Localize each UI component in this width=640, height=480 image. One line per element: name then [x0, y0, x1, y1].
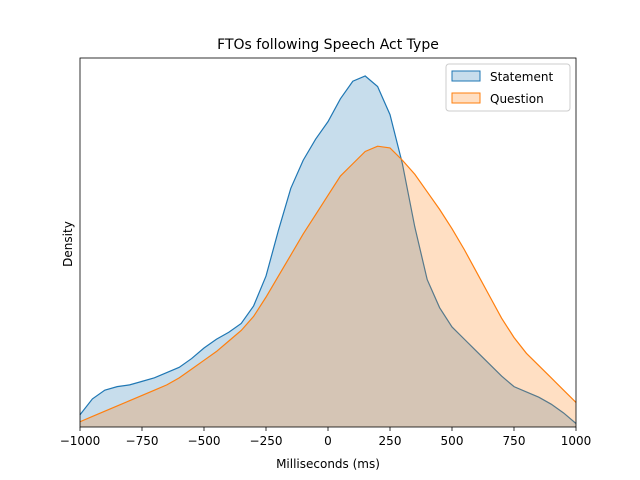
legend: Statement Question — [445, 63, 571, 112]
x-axis: −1000 −750 −500 −250 0 250 500 750 1000 — [60, 427, 592, 448]
x-tick-label: 750 — [503, 434, 526, 448]
plot-frame — [79, 57, 577, 428]
legend-label-statement: Statement — [490, 70, 553, 84]
series-question-area — [80, 146, 576, 427]
series-statement-line — [79, 75, 577, 424]
x-tick-label: 1000 — [561, 434, 592, 448]
y-axis-label: Density — [61, 221, 75, 267]
legend-swatch-question — [451, 92, 481, 104]
x-tick-label: 0 — [324, 434, 332, 448]
x-tick-label: −750 — [126, 434, 159, 448]
x-tick-label: −250 — [250, 434, 283, 448]
chart-title: FTOs following Speech Act Type — [217, 37, 439, 53]
legend-swatch-statement — [451, 70, 481, 82]
x-tick-label: 500 — [441, 434, 464, 448]
legend-box — [445, 63, 571, 112]
x-tick-label: 250 — [379, 434, 402, 448]
x-tick-label: −500 — [188, 434, 221, 448]
legend-label-question: Question — [490, 92, 544, 106]
x-tick-label: −1000 — [60, 434, 101, 448]
series-question-line — [79, 145, 577, 423]
plot-area — [79, 75, 577, 427]
x-axis-label: Milliseconds (ms) — [276, 457, 380, 471]
series-statement-area — [80, 76, 576, 427]
